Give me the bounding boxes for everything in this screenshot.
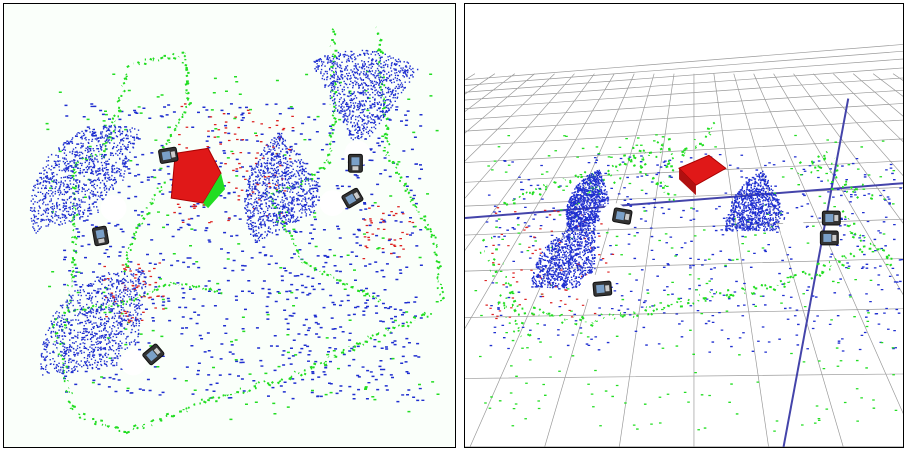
robot-c bbox=[821, 210, 841, 226]
left-wall-segments bbox=[51, 26, 446, 435]
robot-1 bbox=[158, 146, 179, 164]
left-red-obstacle bbox=[170, 147, 226, 209]
robot-5 bbox=[142, 343, 165, 366]
right-wall-segments bbox=[479, 121, 893, 338]
perspective-point-cloud bbox=[465, 44, 903, 447]
robot-4 bbox=[341, 187, 364, 209]
top-down-map-panel bbox=[3, 3, 456, 448]
robot-2 bbox=[91, 225, 110, 247]
right-red-obstacle bbox=[678, 154, 727, 196]
ground-grid bbox=[465, 44, 903, 447]
left-laser-scans bbox=[29, 49, 419, 376]
robot-d bbox=[819, 230, 839, 246]
robot-a bbox=[592, 280, 613, 297]
left-robots bbox=[91, 146, 364, 366]
right-scatter-points bbox=[474, 134, 903, 432]
robot-3 bbox=[347, 153, 363, 173]
robot-b bbox=[612, 207, 633, 225]
right-robots bbox=[592, 207, 841, 297]
top-down-point-cloud bbox=[29, 26, 446, 435]
perspective-map-panel bbox=[464, 3, 904, 448]
right-laser-scans bbox=[531, 169, 807, 301]
